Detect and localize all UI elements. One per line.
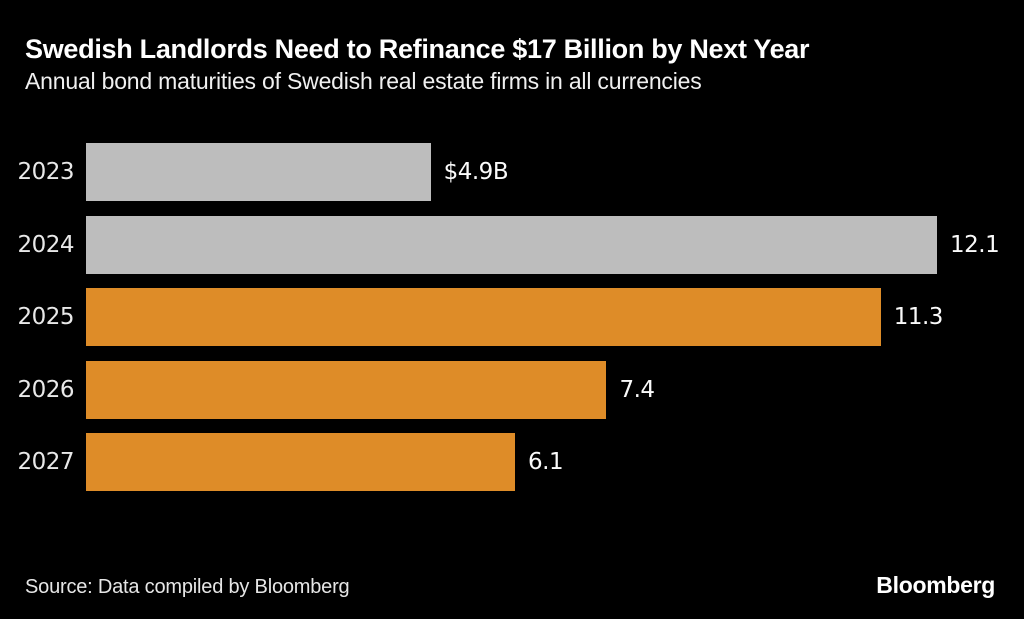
bar-2026 bbox=[86, 360, 607, 419]
source-note: Source: Data compiled by Bloomberg bbox=[25, 576, 350, 598]
year-label: 2025 bbox=[17, 304, 74, 330]
year-label: 2023 bbox=[17, 159, 74, 185]
chart-header: Swedish Landlords Need to Refinance $17 … bbox=[25, 32, 1004, 97]
bar-row: 2026 7.4 bbox=[0, 360, 999, 419]
year-label: 2027 bbox=[17, 449, 74, 475]
bar-row: 2025 11.3 bbox=[0, 288, 999, 346]
bar-2024 bbox=[86, 215, 937, 274]
bar-chart: 2023 $4.9B 2024 12.1 2025 11.3 2026 7.4 2027 6.1 bbox=[0, 143, 1000, 491]
value-label: 11.3 bbox=[893, 304, 944, 330]
bar-row: 2023 $4.9B bbox=[0, 143, 999, 201]
value-label: 7.4 bbox=[619, 376, 655, 403]
chart-title: Swedish Landlords Need to Refinance $17 … bbox=[25, 34, 810, 64]
bar-2027 bbox=[86, 433, 516, 491]
bar-2023 bbox=[86, 143, 431, 201]
year-label: 2024 bbox=[17, 231, 74, 258]
year-label: 2026 bbox=[17, 376, 74, 403]
value-label: $4.9B bbox=[443, 159, 509, 185]
bar-2025 bbox=[86, 288, 881, 346]
chart-subtitle: Annual bond maturities of Swedish real e… bbox=[25, 68, 702, 94]
value-label: 12.1 bbox=[950, 231, 1000, 258]
bar-row: 2027 6.1 bbox=[0, 433, 999, 491]
value-label: 6.1 bbox=[528, 449, 564, 475]
bloomberg-logo: Bloomberg bbox=[876, 572, 995, 598]
bar-row: 2024 12.1 bbox=[0, 215, 1000, 274]
